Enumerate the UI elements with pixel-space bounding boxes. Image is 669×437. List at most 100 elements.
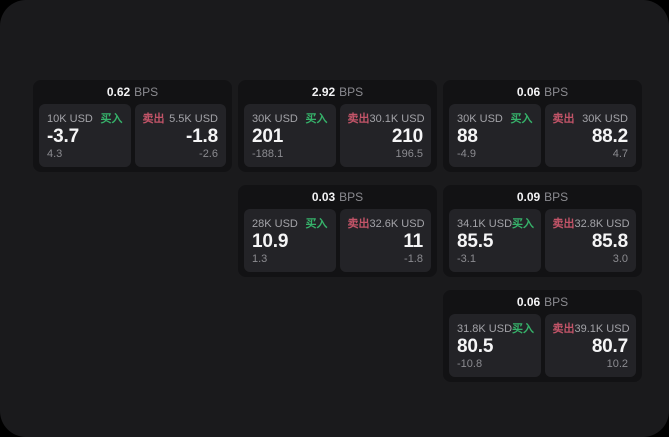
bps-value: 0.09 (516, 190, 541, 204)
buy-amount-label: 10K USD (47, 113, 93, 125)
buy-price-value: 10.9 (252, 231, 289, 252)
buy-side-label: 买入 (512, 218, 535, 230)
bps-header: 0.03 BPS (238, 185, 437, 209)
sell-amount-label: 30K USD (582, 113, 628, 125)
buy-amount-label: 28K USD (252, 218, 298, 230)
quote-card: 0.62 BPS 10K USD 买入 -3.7 4.3 卖出 5.5K USD (33, 80, 232, 172)
buy-quote-tile[interactable]: 10K USD 买入 -3.7 4.3 (39, 104, 131, 167)
sell-delta-value: 10.2 (606, 358, 628, 370)
sell-price-value: 210 (391, 126, 423, 147)
buy-delta-value: 1.3 (252, 253, 268, 265)
bps-header: 0.09 BPS (443, 185, 642, 209)
quote-card-body: 28K USD 买入 10.9 1.3 卖出 32.6K USD 11 -1.8 (238, 209, 437, 277)
sell-side-label: 卖出 (142, 113, 165, 125)
bps-value: 2.92 (311, 85, 336, 99)
quote-card-body: 30K USD 买入 201 -188.1 卖出 30.1K USD 210 1… (238, 104, 437, 172)
buy-price-value: 80.5 (457, 336, 494, 357)
sell-price-value: 88.2 (591, 126, 628, 147)
buy-price-value: 88 (457, 126, 478, 147)
quote-card: 0.06 BPS 31.8K USD 买入 80.5 -10.8 卖出 39.1… (443, 290, 642, 382)
buy-quote-tile[interactable]: 30K USD 买入 201 -188.1 (244, 104, 336, 167)
buy-tile-header: 30K USD 买入 (252, 110, 328, 126)
buy-side-label: 买入 (305, 113, 328, 125)
sell-tile-header: 卖出 32.8K USD (552, 215, 630, 231)
buy-delta-value: -4.9 (457, 148, 476, 160)
sell-amount-label: 30.1K USD (369, 113, 425, 125)
buy-delta-value: -188.1 (252, 148, 284, 160)
sell-quote-tile[interactable]: 卖出 30K USD 88.2 4.7 (544, 104, 636, 167)
bps-value: 0.03 (311, 190, 336, 204)
sell-tile-header: 卖出 30.1K USD (347, 110, 425, 126)
bps-value: 0.62 (106, 85, 131, 99)
buy-quote-tile[interactable]: 34.1K USD 买入 85.5 -3.1 (449, 209, 541, 272)
bps-unit-label: BPS (544, 190, 569, 204)
sell-quote-tile[interactable]: 卖出 5.5K USD -1.8 -2.6 (134, 104, 226, 167)
sell-delta-value: -1.8 (404, 253, 423, 265)
sell-side-label: 卖出 (552, 218, 575, 230)
buy-delta-value: -10.8 (457, 358, 483, 370)
quote-card: 0.09 BPS 34.1K USD 买入 85.5 -3.1 卖出 32.8K… (443, 185, 642, 277)
buy-delta-value: 4.3 (47, 148, 63, 160)
sell-delta-value: 3.0 (612, 253, 628, 265)
sell-tile-header: 卖出 5.5K USD (143, 110, 219, 126)
sell-quote-tile[interactable]: 卖出 30.1K USD 210 196.5 (339, 104, 431, 167)
buy-side-label: 买入 (100, 113, 123, 125)
sell-price-value: -1.8 (186, 126, 218, 147)
bps-unit-label: BPS (544, 85, 569, 99)
buy-delta-value: -3.1 (457, 253, 476, 265)
bps-unit-label: BPS (134, 85, 159, 99)
sell-quote-tile[interactable]: 卖出 32.8K USD 85.8 3.0 (544, 209, 636, 272)
buy-tile-header: 30K USD 买入 (457, 110, 533, 126)
buy-quote-tile[interactable]: 30K USD 买入 88 -4.9 (449, 104, 541, 167)
bps-unit-label: BPS (339, 190, 364, 204)
buy-amount-label: 31.8K USD (457, 323, 513, 335)
buy-price-value: 85.5 (457, 231, 494, 252)
sell-delta-value: 4.7 (612, 148, 628, 160)
sell-delta-value: -2.6 (199, 148, 218, 160)
quote-card-body: 30K USD 买入 88 -4.9 卖出 30K USD 88.2 4.7 (443, 104, 642, 172)
sell-price-value: 80.7 (591, 336, 628, 357)
sell-price-value: 11 (403, 231, 423, 252)
sell-side-label: 卖出 (552, 323, 575, 335)
buy-quote-tile[interactable]: 31.8K USD 买入 80.5 -10.8 (449, 314, 541, 377)
bps-header: 0.06 BPS (443, 290, 642, 314)
bps-unit-label: BPS (544, 295, 569, 309)
buy-price-value: 201 (252, 126, 284, 147)
buy-tile-header: 10K USD 买入 (47, 110, 123, 126)
quote-grid: 0.62 BPS 10K USD 买入 -3.7 4.3 卖出 5.5K USD (33, 80, 642, 382)
bps-header: 2.92 BPS (238, 80, 437, 104)
quote-card-body: 31.8K USD 买入 80.5 -10.8 卖出 39.1K USD 80.… (443, 314, 642, 382)
buy-amount-label: 30K USD (252, 113, 298, 125)
buy-tile-header: 28K USD 买入 (252, 215, 328, 231)
bps-header: 0.06 BPS (443, 80, 642, 104)
buy-price-value: -3.7 (47, 126, 79, 147)
sell-tile-header: 卖出 32.6K USD (347, 215, 425, 231)
sell-side-label: 卖出 (347, 218, 370, 230)
sell-delta-value: 196.5 (395, 148, 423, 160)
sell-quote-tile[interactable]: 卖出 39.1K USD 80.7 10.2 (544, 314, 636, 377)
buy-side-label: 买入 (510, 113, 533, 125)
sell-tile-header: 卖出 30K USD (553, 110, 629, 126)
quote-card: 0.03 BPS 28K USD 买入 10.9 1.3 卖出 32.6K US… (238, 185, 437, 277)
sell-amount-label: 32.8K USD (574, 218, 630, 230)
quote-card-body: 34.1K USD 买入 85.5 -3.1 卖出 32.8K USD 85.8… (443, 209, 642, 277)
sell-price-value: 85.8 (591, 231, 628, 252)
sell-tile-header: 卖出 39.1K USD (552, 320, 630, 336)
quote-card: 2.92 BPS 30K USD 买入 201 -188.1 卖出 30.1K … (238, 80, 437, 172)
sell-quote-tile[interactable]: 卖出 32.6K USD 11 -1.8 (339, 209, 431, 272)
buy-tile-header: 34.1K USD 买入 (457, 215, 535, 231)
bps-value: 0.06 (516, 85, 541, 99)
bps-unit-label: BPS (339, 85, 364, 99)
buy-side-label: 买入 (512, 323, 535, 335)
sell-side-label: 卖出 (347, 113, 370, 125)
buy-amount-label: 34.1K USD (457, 218, 513, 230)
buy-tile-header: 31.8K USD 买入 (457, 320, 535, 336)
quote-card-body: 10K USD 买入 -3.7 4.3 卖出 5.5K USD -1.8 -2.… (33, 104, 232, 172)
bps-header: 0.62 BPS (33, 80, 232, 104)
buy-amount-label: 30K USD (457, 113, 503, 125)
sell-amount-label: 5.5K USD (169, 113, 218, 125)
bps-value: 0.06 (516, 295, 541, 309)
buy-side-label: 买入 (305, 218, 328, 230)
sell-amount-label: 32.6K USD (369, 218, 425, 230)
buy-quote-tile[interactable]: 28K USD 买入 10.9 1.3 (244, 209, 336, 272)
